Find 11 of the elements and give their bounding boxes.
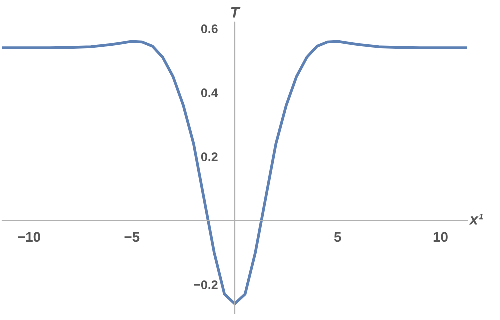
- y-tick-label: 0.4: [201, 88, 218, 98]
- y-tick-label: 0.6: [201, 24, 218, 34]
- y-tick-label: 0.2: [201, 152, 218, 162]
- x-tick-label: −5: [124, 232, 140, 242]
- y-tick-label: −0.2: [194, 280, 218, 290]
- y-axis-title: T: [231, 7, 241, 18]
- x-tick-label: −10: [18, 232, 40, 242]
- x-axis-title: x¹: [469, 214, 484, 225]
- line-series: [2, 40, 468, 306]
- x-tick-label: 10: [434, 232, 448, 242]
- x-tick-label: 5: [334, 232, 342, 242]
